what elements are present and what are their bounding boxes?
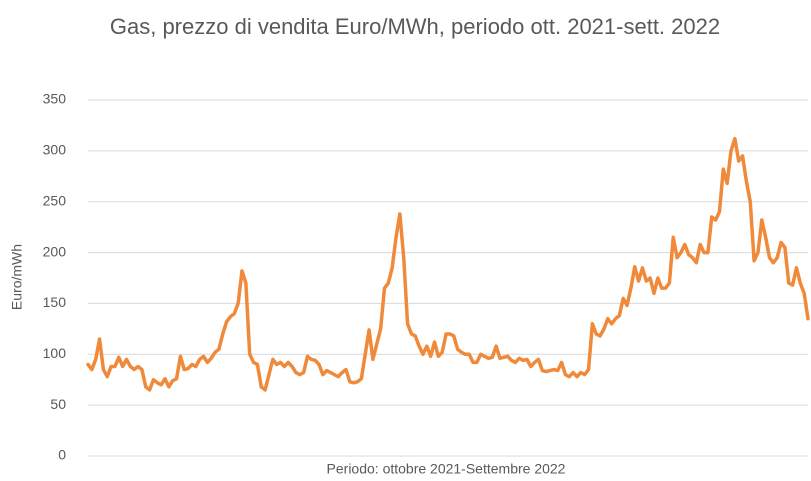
y-tick-label: 300	[43, 142, 67, 158]
y-tick-label: 50	[50, 396, 66, 412]
y-axis-label: Euro/mWh	[9, 244, 25, 310]
y-tick-label: 200	[43, 243, 67, 259]
y-tick-label: 150	[43, 294, 67, 310]
y-tick-label: 0	[58, 447, 66, 463]
x-axis-label: Periodo: ottobre 2021-Settembre 2022	[327, 461, 566, 477]
chart-title: Gas, prezzo di vendita Euro/MWh, periodo…	[109, 14, 721, 39]
y-tick-label: 250	[43, 192, 67, 208]
line-series	[86, 136, 810, 392]
y-tick-label: 350	[43, 91, 67, 107]
y-tick-label: 100	[43, 345, 67, 361]
